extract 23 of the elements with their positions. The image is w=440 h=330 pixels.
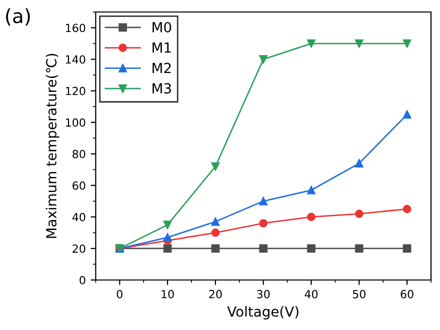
y-tick-label: 40 [72, 212, 86, 222]
x-tick-label: 50 [352, 290, 366, 298]
legend-label: M1 [152, 42, 171, 53]
text: (a) [6, 8, 30, 26]
y-tick-label: 160 [66, 24, 86, 32]
y-tick-label: 0 [80, 276, 86, 284]
y-tick-label: 100 [66, 118, 86, 127]
x-tick-label: 40 [304, 290, 318, 298]
x-tick-label: 0 [116, 290, 122, 298]
legend-label: M0 [152, 22, 172, 32]
y-tick-label: 60 [72, 181, 86, 190]
y-axis-title: Maximum temperature(℃) [46, 54, 60, 238]
y-tick-label: 80 [72, 150, 86, 158]
legend-label: M2 [152, 62, 171, 74]
y-tick-label: 140 [66, 55, 86, 64]
legend-label: M3 [152, 83, 171, 94]
y-tick-label: 20 [72, 244, 86, 253]
x-tick-label: 10 [162, 290, 174, 298]
x-tick-label: 60 [400, 290, 414, 298]
x-axis-title: Voltage(V) [227, 306, 298, 320]
x-tick-label: 20 [209, 290, 222, 298]
x-tick-label: 30 [257, 290, 270, 298]
y-tick-label: 120 [66, 86, 86, 96]
